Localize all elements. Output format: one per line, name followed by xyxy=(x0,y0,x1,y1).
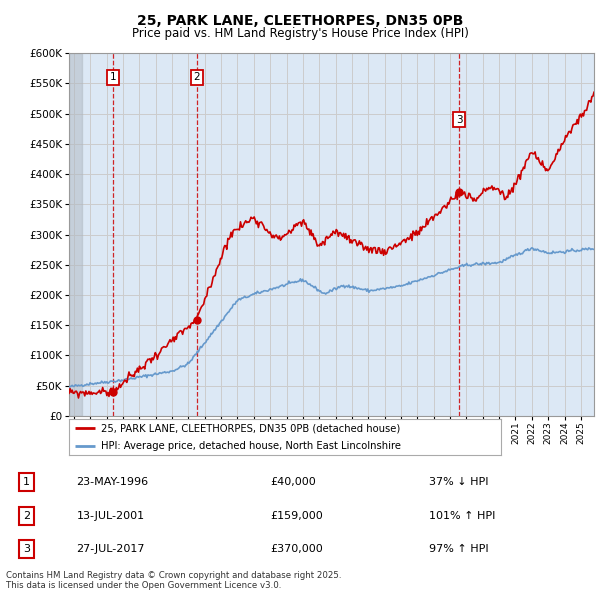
Text: Contains HM Land Registry data © Crown copyright and database right 2025.
This d: Contains HM Land Registry data © Crown c… xyxy=(6,571,341,590)
Text: 97% ↑ HPI: 97% ↑ HPI xyxy=(430,545,489,554)
Text: £40,000: £40,000 xyxy=(271,477,316,487)
Text: 2: 2 xyxy=(194,73,200,82)
Text: £159,000: £159,000 xyxy=(271,511,323,520)
Text: 2: 2 xyxy=(23,511,30,520)
Text: 25, PARK LANE, CLEETHORPES, DN35 0PB (detached house): 25, PARK LANE, CLEETHORPES, DN35 0PB (de… xyxy=(101,423,401,433)
Text: Price paid vs. HM Land Registry's House Price Index (HPI): Price paid vs. HM Land Registry's House … xyxy=(131,27,469,40)
Text: 23-MAY-1996: 23-MAY-1996 xyxy=(77,477,149,487)
Text: 13-JUL-2001: 13-JUL-2001 xyxy=(77,511,145,520)
Text: 1: 1 xyxy=(23,477,30,487)
Text: £370,000: £370,000 xyxy=(271,545,323,554)
Text: HPI: Average price, detached house, North East Lincolnshire: HPI: Average price, detached house, Nort… xyxy=(101,441,401,451)
Bar xyxy=(69,53,82,416)
Text: 3: 3 xyxy=(23,545,30,554)
Text: 1: 1 xyxy=(110,73,116,82)
Text: 25, PARK LANE, CLEETHORPES, DN35 0PB: 25, PARK LANE, CLEETHORPES, DN35 0PB xyxy=(137,14,463,28)
Text: 27-JUL-2017: 27-JUL-2017 xyxy=(77,545,145,554)
Text: 37% ↓ HPI: 37% ↓ HPI xyxy=(430,477,489,487)
Text: 101% ↑ HPI: 101% ↑ HPI xyxy=(430,511,496,520)
Text: 3: 3 xyxy=(456,114,463,124)
